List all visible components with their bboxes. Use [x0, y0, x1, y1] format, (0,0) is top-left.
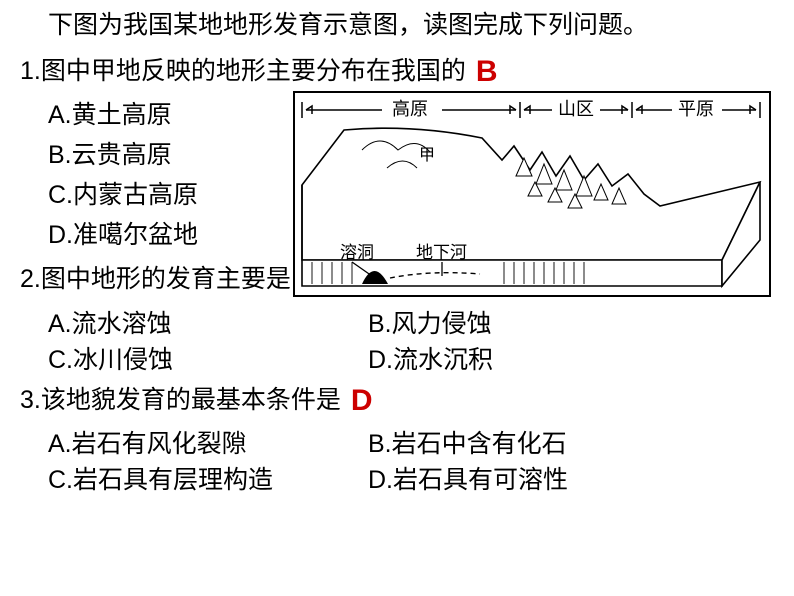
q3-stem: 3.该地貌发育的最基本条件是 [20, 381, 341, 420]
q2-options-row2: C.冰川侵蚀 D.流水沉积 [48, 340, 774, 376]
q2-options-row1: A.流水溶蚀 B.风力侵蚀 [48, 304, 774, 340]
cave-label: 溶洞 [340, 243, 374, 262]
terrain-svg: 高原 山区 平原 甲 [292, 90, 772, 298]
q3-option-d: D.岩石具有可溶性 [368, 460, 568, 496]
q3-options-row2: C.岩石具有层理构造 D.岩石具有可溶性 [48, 460, 774, 496]
q2-option-c: C.冰川侵蚀 [48, 340, 368, 376]
q3-options-row1: A.岩石有风化裂隙 B.岩石中含有化石 [48, 424, 774, 460]
q2-option-b: B.风力侵蚀 [368, 304, 492, 340]
jia-label: 甲 [419, 147, 435, 164]
q3-option-a: A.岩石有风化裂隙 [48, 424, 368, 460]
zone-label-mountain: 山区 [558, 99, 594, 119]
q1-stem-line: 1.图中甲地反映的地形主要分布在我国的 B [20, 47, 774, 94]
q1-stem: 1.图中甲地反映的地形主要分布在我国的 [20, 52, 466, 91]
q2-option-a: A.流水溶蚀 [48, 304, 368, 340]
q3-option-b: B.岩石中含有化石 [368, 424, 567, 460]
zone-label-plateau: 高原 [392, 99, 428, 119]
q3-option-c: C.岩石具有层理构造 [48, 460, 368, 496]
q2-option-d: D.流水沉积 [368, 340, 493, 376]
underground-river-label: 地下河 [416, 243, 467, 262]
zone-label-plain: 平原 [678, 99, 714, 119]
terrain-diagram: 高原 山区 平原 甲 [292, 90, 772, 298]
q1-answer: B [476, 49, 498, 96]
q3-stem-line: 3.该地貌发育的最基本条件是 D [20, 376, 774, 423]
intro-text: 下图为我国某地地形发育示意图，读图完成下列问题。 [48, 6, 774, 45]
q3-answer: D [351, 378, 373, 425]
